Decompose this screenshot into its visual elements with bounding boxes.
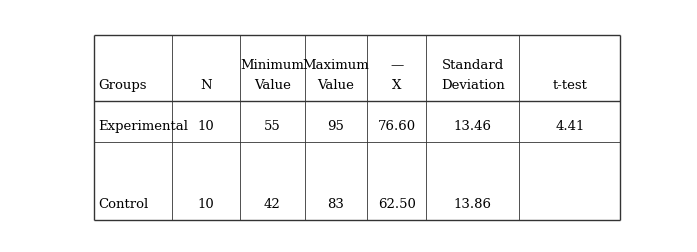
Text: Groups: Groups: [98, 78, 147, 91]
Text: 10: 10: [198, 119, 215, 132]
Text: Control: Control: [98, 197, 148, 210]
Text: Maximum: Maximum: [302, 59, 369, 72]
Text: Deviation: Deviation: [441, 78, 505, 91]
Text: 55: 55: [264, 119, 281, 132]
Text: 42: 42: [264, 197, 281, 210]
Text: X: X: [392, 78, 401, 91]
Text: Value: Value: [254, 78, 291, 91]
Text: Minimum: Minimum: [240, 59, 305, 72]
Text: 62.50: 62.50: [378, 197, 415, 210]
Text: t-test: t-test: [552, 78, 587, 91]
Text: 10: 10: [198, 197, 215, 210]
Text: 76.60: 76.60: [378, 119, 415, 132]
Text: 83: 83: [328, 197, 344, 210]
Text: 4.41: 4.41: [555, 119, 585, 132]
Text: Standard: Standard: [442, 59, 504, 72]
Text: 13.86: 13.86: [454, 197, 492, 210]
Text: —: —: [390, 59, 404, 72]
Text: Value: Value: [317, 78, 354, 91]
Text: 13.46: 13.46: [454, 119, 492, 132]
Text: N: N: [201, 78, 212, 91]
Text: Experimental: Experimental: [98, 119, 188, 132]
Text: 95: 95: [328, 119, 344, 132]
